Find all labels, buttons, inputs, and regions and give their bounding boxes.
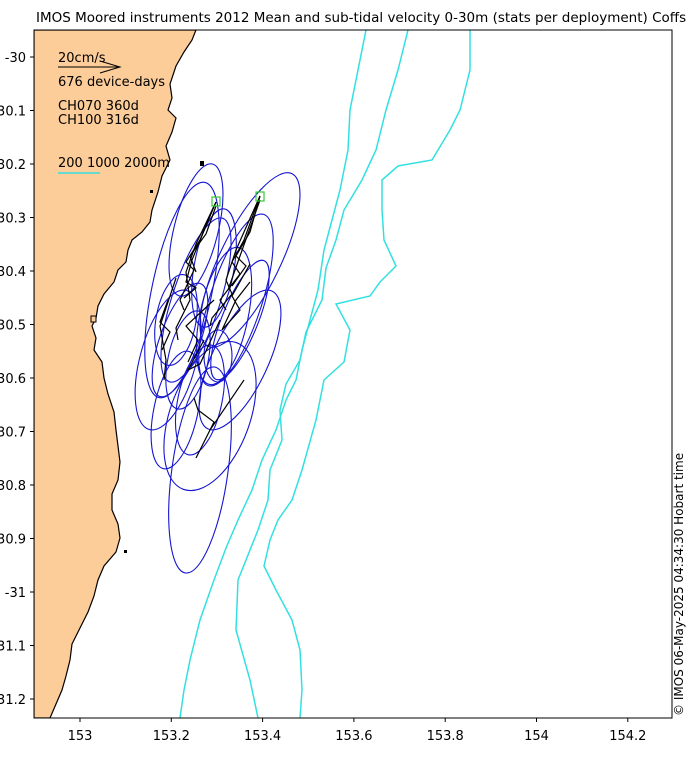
mooring-label-ch070: CH070 360d <box>58 99 139 114</box>
x-tick-label: 154.2 <box>609 729 646 744</box>
y-tick-label: -30.2 <box>0 158 26 173</box>
variance-ellipse <box>191 208 237 328</box>
isobath-200m <box>179 30 367 718</box>
map-legend: 20cm/s 676 device-days CH070 360d CH100 … <box>58 51 170 174</box>
variance-ellipse <box>134 289 202 431</box>
variance-ellipse <box>174 344 226 456</box>
x-tick-label: 153 <box>68 729 93 744</box>
x-tick-label: 153.2 <box>153 729 190 744</box>
y-tick-label: -31.2 <box>0 693 26 708</box>
mooring-marker-ch070 <box>211 196 221 207</box>
isobath-legend-label: 200 1000 2000m <box>58 156 170 171</box>
y-tick-label: -30.4 <box>0 265 26 280</box>
device-days-label: 676 device-days <box>58 75 165 90</box>
mooring-label-ch100: CH100 316d <box>58 113 139 128</box>
y-tick-label: -30.7 <box>0 426 26 441</box>
velocity-vector <box>227 199 261 291</box>
island <box>124 550 127 553</box>
y-tick-label: -30.6 <box>0 372 26 387</box>
isobath-1000m <box>235 30 409 718</box>
y-tick-label: -30.3 <box>0 212 26 227</box>
scale-arrow <box>58 60 122 74</box>
x-tick-label: 154 <box>524 729 549 744</box>
variance-ellipses <box>134 163 301 574</box>
variance-ellipse <box>150 350 202 470</box>
plot-frame <box>33 29 673 719</box>
y-tick-label: -30.9 <box>0 533 26 548</box>
velocity-vector <box>159 299 171 351</box>
velocity-vector <box>186 319 221 372</box>
island <box>150 190 153 193</box>
variance-ellipse <box>195 246 253 386</box>
isobath-2000m <box>263 30 471 718</box>
variance-ellipse <box>198 289 282 431</box>
velocity-vector <box>183 205 215 299</box>
mooring-marker-ch100 <box>255 191 265 202</box>
y-tick-label: -30.5 <box>0 319 26 334</box>
x-axis: 153 153.2 153.4 153.6 153.8 154 154.2 <box>68 718 646 744</box>
velocity-vector <box>159 277 177 381</box>
velocity-vector <box>193 379 245 459</box>
variance-ellipse <box>160 217 232 383</box>
land-mass <box>34 30 197 718</box>
velocity-vector <box>189 205 217 273</box>
credit-line: © IMOS 06-May-2025 04:34:30 Hobart time <box>672 452 686 716</box>
variance-ellipse <box>198 213 274 387</box>
velocity-vector <box>175 201 217 341</box>
variance-ellipse <box>163 340 257 492</box>
island <box>200 161 204 166</box>
x-tick-label: 153.8 <box>427 729 464 744</box>
y-tick-label: -30.8 <box>0 479 26 494</box>
velocity-vector <box>221 263 251 331</box>
variance-ellipse <box>168 366 232 574</box>
y-tick-label: -31 <box>5 586 26 601</box>
variance-ellipse <box>144 181 220 399</box>
variance-ellipse <box>154 274 198 366</box>
variance-ellipse <box>210 259 270 381</box>
y-tick-label: -30 <box>5 51 26 66</box>
variance-ellipse <box>168 163 224 297</box>
map-title: IMOS Moored instruments 2012 Mean and su… <box>36 10 687 26</box>
island <box>90 315 97 323</box>
velocity-vector <box>185 299 215 363</box>
y-tick-label: -30.1 <box>0 105 26 120</box>
x-tick-label: 153.6 <box>335 729 372 744</box>
y-tick-label: -31.1 <box>0 640 26 655</box>
y-axis: -30 -30.1 -30.2 -30.3 -30.4 -30.5 -30.6 -30.7 -3… <box>0 51 34 708</box>
scale-label: 20cm/s <box>58 51 106 66</box>
velocity-vectors <box>159 195 261 459</box>
x-tick-label: 153.4 <box>244 729 281 744</box>
